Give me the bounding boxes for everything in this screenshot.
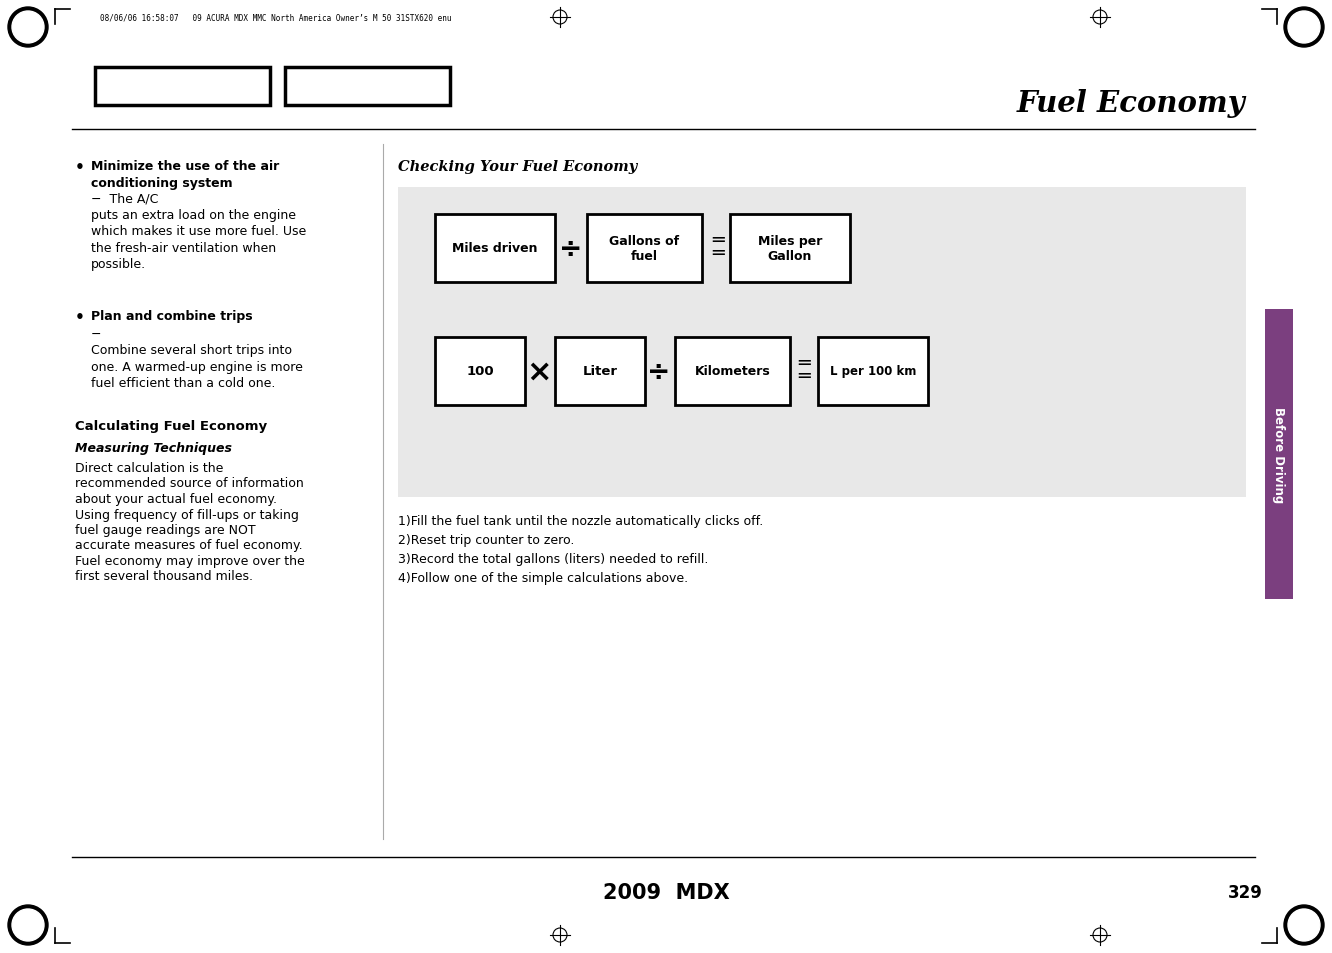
Text: accurate measures of fuel economy.: accurate measures of fuel economy. <box>75 539 302 552</box>
Text: L per 100 km: L per 100 km <box>830 365 916 378</box>
Text: Gallons of
fuel: Gallons of fuel <box>610 234 679 263</box>
Text: Direct calculation is the: Direct calculation is the <box>75 461 224 475</box>
Bar <box>730 214 850 283</box>
Text: 2009  MDX: 2009 MDX <box>602 882 730 902</box>
Text: −
Combine several short trips into
one. A warmed-up engine is more
fuel efficien: − Combine several short trips into one. … <box>91 328 302 390</box>
Text: 329: 329 <box>1228 883 1263 901</box>
Bar <box>436 214 555 283</box>
Circle shape <box>1288 909 1320 941</box>
Text: recommended source of information: recommended source of information <box>75 477 304 490</box>
Text: Fuel Economy: Fuel Economy <box>1016 89 1245 118</box>
Text: 2)Reset trip counter to zero.: 2)Reset trip counter to zero. <box>398 534 574 546</box>
Bar <box>285 68 450 106</box>
Text: Miles per
Gallon: Miles per Gallon <box>758 234 822 263</box>
Bar <box>398 188 1245 497</box>
Circle shape <box>12 909 44 941</box>
Text: fuel gauge readings are NOT: fuel gauge readings are NOT <box>75 523 256 537</box>
Circle shape <box>8 8 48 48</box>
Bar <box>818 337 928 406</box>
Bar <box>675 337 790 406</box>
Text: ═
═: ═ ═ <box>798 354 810 386</box>
Circle shape <box>12 12 44 44</box>
Bar <box>1265 310 1293 599</box>
Circle shape <box>1284 8 1324 48</box>
Text: Miles driven: Miles driven <box>453 242 538 255</box>
Text: ÷: ÷ <box>559 234 582 263</box>
Text: •: • <box>75 160 85 174</box>
Text: Checking Your Fuel Economy: Checking Your Fuel Economy <box>398 160 637 173</box>
Text: ═
═: ═ ═ <box>713 231 723 263</box>
Text: ÷: ÷ <box>647 357 671 386</box>
Text: −  The A/C
puts an extra load on the engine
which makes it use more fuel. Use
th: − The A/C puts an extra load on the engi… <box>91 192 306 271</box>
Text: Fuel economy may improve over the: Fuel economy may improve over the <box>75 555 305 567</box>
Text: 100: 100 <box>466 365 494 378</box>
Bar <box>555 337 645 406</box>
Text: Kilometers: Kilometers <box>694 365 770 378</box>
Text: about your actual fuel economy.: about your actual fuel economy. <box>75 493 277 505</box>
Bar <box>436 337 525 406</box>
Text: Before Driving: Before Driving <box>1272 406 1285 502</box>
Text: ×: × <box>526 357 551 386</box>
Text: Measuring Techniques: Measuring Techniques <box>75 441 232 455</box>
Text: Using frequency of fill-ups or taking: Using frequency of fill-ups or taking <box>75 508 298 521</box>
Text: Liter: Liter <box>582 365 618 378</box>
Circle shape <box>1288 12 1320 44</box>
Text: Plan and combine trips: Plan and combine trips <box>91 310 253 323</box>
Text: Calculating Fuel Economy: Calculating Fuel Economy <box>75 419 268 433</box>
Text: Minimize the use of the air
conditioning system: Minimize the use of the air conditioning… <box>91 160 280 190</box>
Text: first several thousand miles.: first several thousand miles. <box>75 570 253 583</box>
Text: 3)Record the total gallons (liters) needed to refill.: 3)Record the total gallons (liters) need… <box>398 553 709 565</box>
Bar <box>587 214 702 283</box>
Text: •: • <box>75 310 85 325</box>
Circle shape <box>1284 905 1324 945</box>
Bar <box>95 68 270 106</box>
Text: 4)Follow one of the simple calculations above.: 4)Follow one of the simple calculations … <box>398 572 689 584</box>
Circle shape <box>8 905 48 945</box>
Text: 1)Fill the fuel tank until the nozzle automatically clicks off.: 1)Fill the fuel tank until the nozzle au… <box>398 515 763 527</box>
Text: 08/06/06 16:58:07   09 ACURA MDX MMC North America Owner’s M 50 31STX620 enu: 08/06/06 16:58:07 09 ACURA MDX MMC North… <box>100 13 452 23</box>
